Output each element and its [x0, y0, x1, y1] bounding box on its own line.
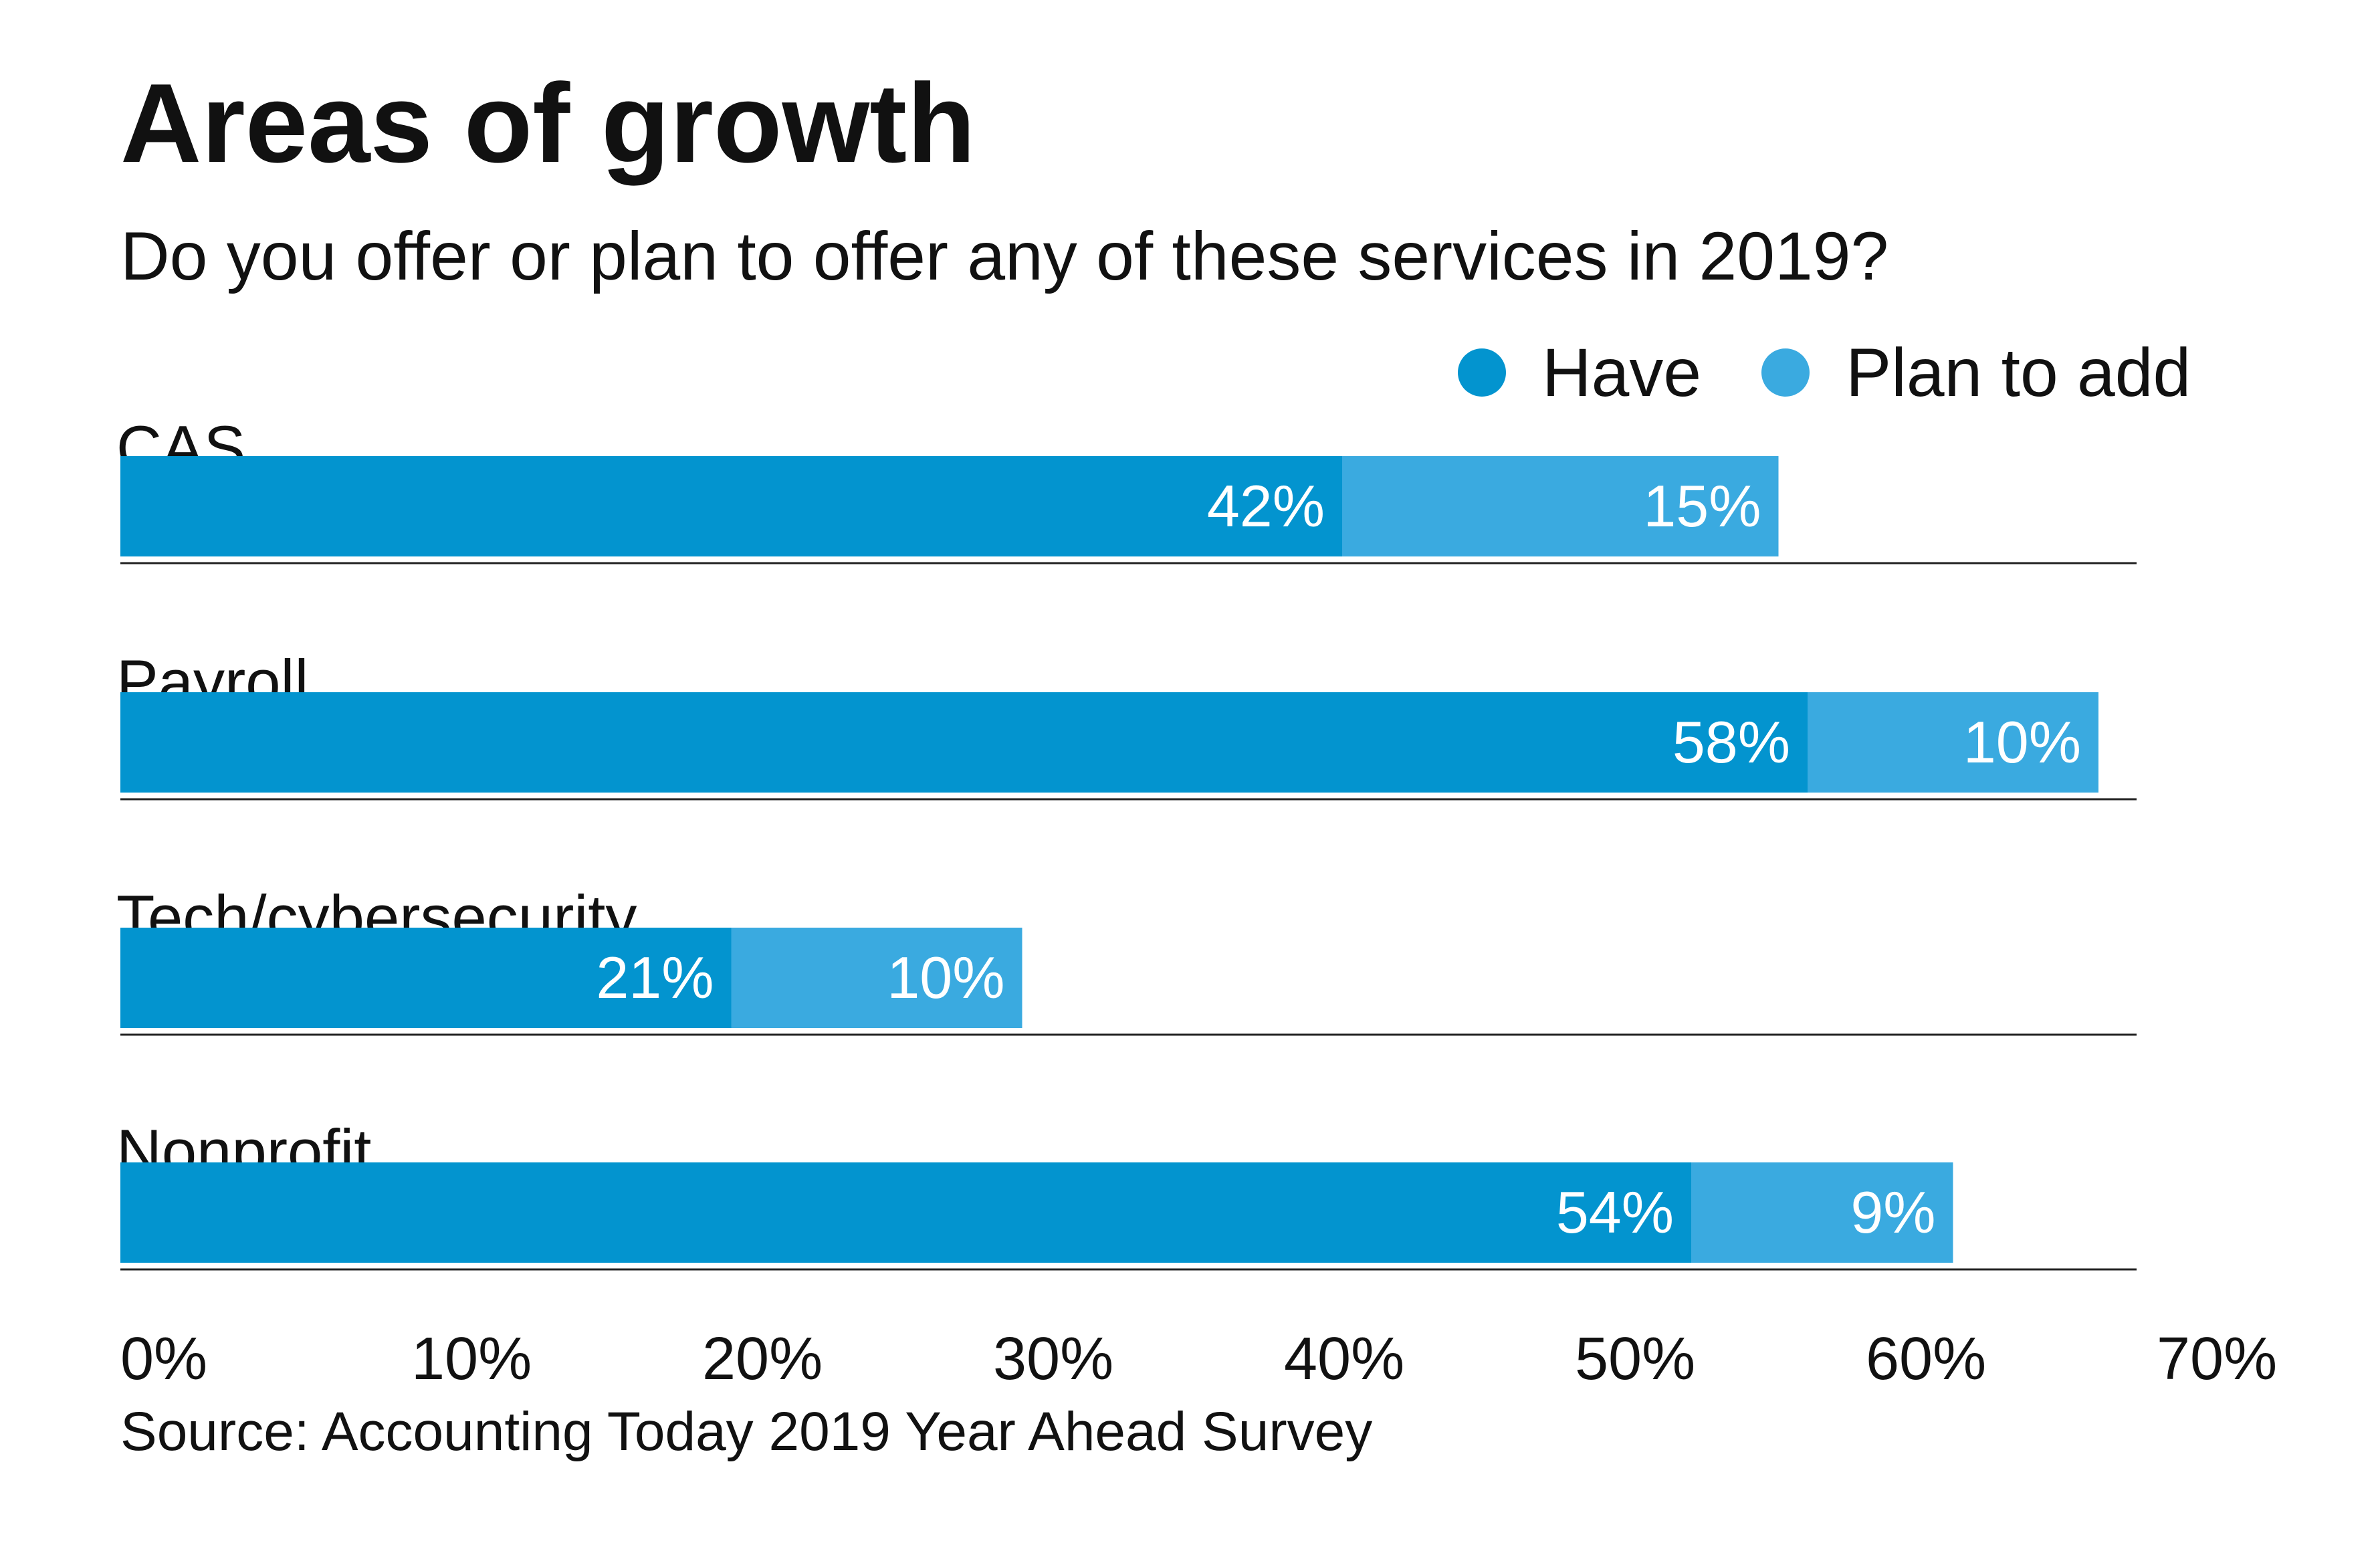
bar-payroll-plan-to-add — [1808, 692, 2098, 793]
bar-payroll-have — [120, 692, 1808, 793]
legend-label-have: Have — [1542, 334, 1702, 411]
chart-subtitle: Do you offer or plan to offer any of the… — [120, 218, 1889, 294]
data-label-cas-plan-to-add: 15% — [1643, 473, 1761, 539]
data-label-payroll-have: 58% — [1672, 709, 1790, 775]
x-tick-label: 0% — [120, 1326, 207, 1392]
data-label-tech-cybersecurity-have: 21% — [596, 944, 714, 1011]
bar-cas-have — [120, 456, 1342, 556]
data-label-nonprofit-have: 54% — [1556, 1179, 1674, 1245]
bar-tech-cybersecurity-have — [120, 928, 732, 1028]
legend-item-have: Have — [1458, 338, 1701, 407]
x-tick-label: 50% — [1575, 1326, 1695, 1392]
legend-swatch-plan-to-add — [1761, 348, 1810, 397]
x-tick-label: 10% — [411, 1326, 532, 1392]
legend-swatch-have — [1458, 348, 1506, 397]
bar-cas-plan-to-add — [1342, 456, 1779, 556]
data-label-nonprofit-plan-to-add: 9% — [1850, 1179, 1935, 1245]
bar-nonprofit-have — [120, 1162, 1691, 1263]
x-tick-label: 30% — [993, 1326, 1113, 1392]
bar-tech-cybersecurity-plan-to-add — [731, 928, 1022, 1028]
x-tick-label: 70% — [2157, 1326, 2277, 1392]
data-label-tech-cybersecurity-plan-to-add: 10% — [887, 944, 1004, 1011]
chart-source: Source: Accounting Today 2019 Year Ahead… — [120, 1401, 1373, 1462]
x-tick-label: 20% — [702, 1326, 823, 1392]
x-tick-label: 40% — [1284, 1326, 1404, 1392]
data-label-payroll-plan-to-add: 10% — [1963, 709, 2081, 775]
x-tick-label: 60% — [1866, 1326, 1986, 1392]
legend-label-plan-to-add: Plan to add — [1846, 334, 2191, 411]
data-label-cas-have: 42% — [1207, 473, 1325, 539]
legend-item-plan-to-add: Plan to add — [1761, 338, 2191, 407]
bar-nonprofit-plan-to-add — [1691, 1162, 1953, 1263]
chart-title: Areas of growth — [120, 60, 976, 186]
chart-legend: Have Plan to add — [1458, 336, 2191, 409]
